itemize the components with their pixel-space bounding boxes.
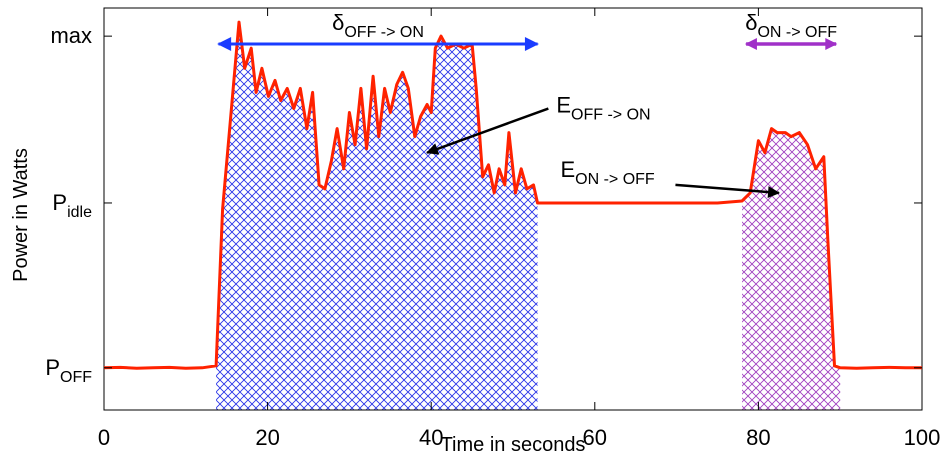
energy-off-on-pointer <box>425 107 549 155</box>
x-tick-label: 80 <box>746 425 770 450</box>
x-tick-label: 0 <box>98 425 110 450</box>
x-tick-label: 20 <box>255 425 279 450</box>
y-tick-label: POFF <box>45 355 92 386</box>
energy-on-off-label: EON -> OFF <box>560 157 654 188</box>
energy-off-on-label: EOFF -> ON <box>556 93 650 124</box>
delta-off-on-label: δOFF -> ON <box>332 10 424 41</box>
x-tick-label: 40 <box>419 425 443 450</box>
energy-off-on-area <box>216 22 538 410</box>
energy-on-off-pointer <box>675 183 781 199</box>
y-tick-label: Pidle <box>52 190 92 221</box>
energy-on-off-area <box>742 128 841 410</box>
x-axis-label: Time in seconds <box>441 434 586 456</box>
x-tick-label: 100 <box>904 425 941 450</box>
y-axis-label: Power in Watts <box>10 148 32 282</box>
plot-frame <box>103 7 923 411</box>
delta-on-off-label: δON -> OFF <box>745 10 837 41</box>
y-tick-label: max <box>50 23 92 48</box>
power-series-line <box>103 20 922 370</box>
x-tick-label: 60 <box>583 425 607 450</box>
